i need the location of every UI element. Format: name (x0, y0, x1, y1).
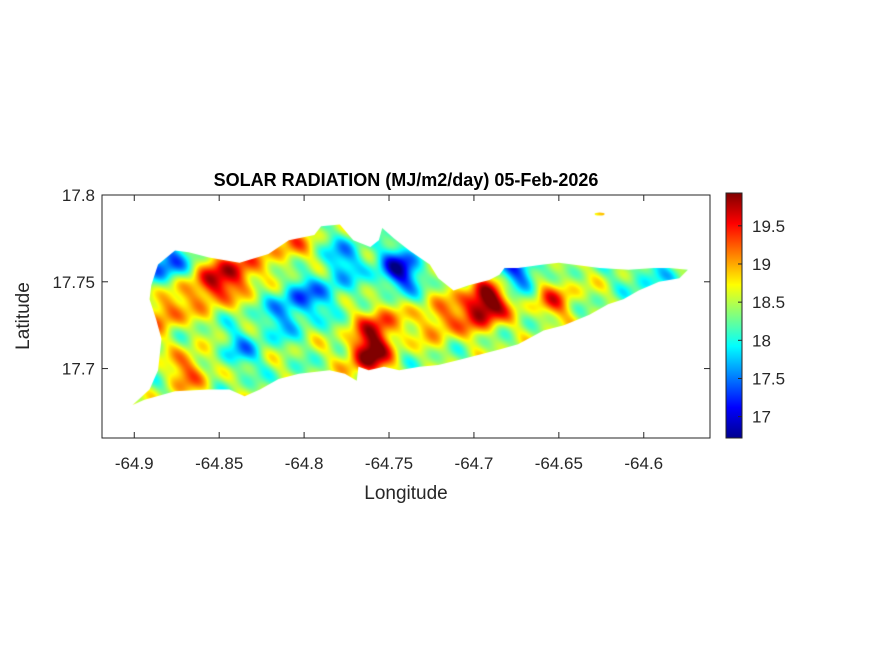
x-tick-label: -64.75 (365, 454, 413, 473)
x-tick-label: -64.65 (535, 454, 583, 473)
colorbar-ticks: 17 17.5 18 18.5 19 19.5 (738, 217, 785, 427)
y-axis-label: Latitude (13, 282, 34, 350)
colorbar-tick-label: 17.5 (752, 369, 785, 388)
colorbar-tick-label: 18.5 (752, 293, 785, 312)
y-tick-label: 17.7 (62, 360, 95, 379)
colorbar-tick-label: 19 (752, 255, 771, 274)
colorbar-tick-label: 19.5 (752, 217, 785, 236)
x-tick-label: -64.9 (115, 454, 154, 473)
colorbar-tick-label: 17 (752, 408, 771, 427)
colorbar (725, 192, 743, 439)
x-tick-label: -64.85 (195, 454, 243, 473)
axes-box (101, 194, 711, 439)
colorbar-tick-label: 18 (752, 331, 771, 350)
y-tick-label: 17.8 (62, 186, 95, 205)
chart-title: SOLAR RADIATION (MJ/m2/day) 05-Feb-2026 (214, 170, 599, 190)
y-ticks: 17.7 17.75 17.8 (52, 186, 710, 379)
x-axis-label: Longitude (364, 483, 447, 504)
x-tick-label: -64.7 (455, 454, 494, 473)
x-tick-label: -64.6 (624, 454, 663, 473)
x-ticks: -64.9 -64.85 -64.8 -64.75 -64.7 -64.65 -64.6 (115, 195, 663, 473)
y-tick-label: 17.75 (52, 273, 95, 292)
x-tick-label: -64.8 (285, 454, 324, 473)
radiation-field (102, 195, 710, 438)
